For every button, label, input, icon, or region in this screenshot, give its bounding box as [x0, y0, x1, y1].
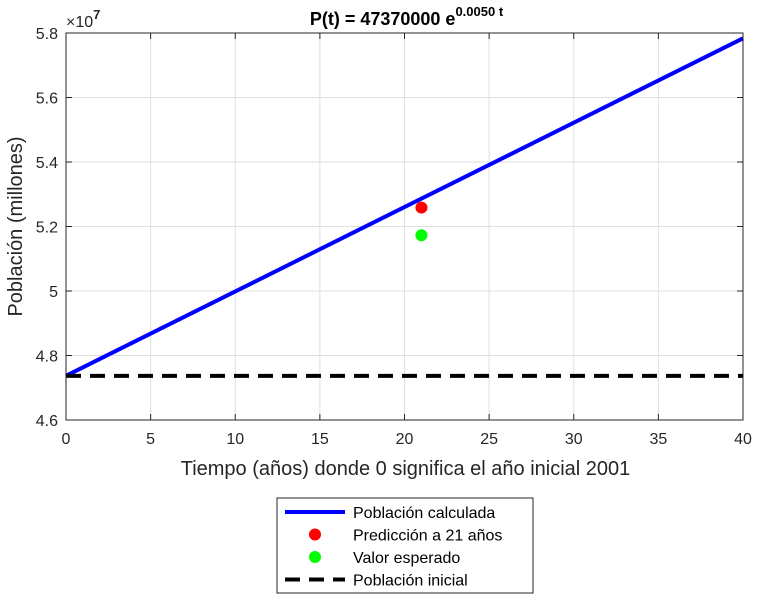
- chart-title-main: P(t) = 47370000 e: [310, 9, 456, 29]
- x-tick-label: 25: [480, 431, 498, 448]
- legend-entry-label: Población calculada: [353, 505, 495, 522]
- y-axis-multiplier: ×107: [66, 7, 100, 31]
- y-multiplier-exponent: 7: [93, 7, 100, 22]
- y-tick-label: 4.6: [36, 413, 58, 430]
- y-multiplier-base: ×10: [66, 14, 93, 31]
- legend-swatch-marker: [309, 528, 321, 541]
- legend-entry-label: Valor esperado: [353, 550, 460, 567]
- x-tick-label: 40: [734, 431, 752, 448]
- x-tick-label: 0: [62, 431, 71, 448]
- y-axis-label: Población (millones): [5, 136, 27, 316]
- y-tick-label: 4.8: [36, 349, 58, 366]
- y-tick-label: 5.6: [36, 91, 58, 108]
- legend-items: Población calculada Predicción a 21 años V…: [285, 505, 502, 590]
- tick-layer: 0 5 10 15 20 25 30 35 40 4.6 4.8 5 5.2 5.4 5.6 5.8: [36, 26, 752, 448]
- x-tick-label: 5: [146, 431, 155, 448]
- expected-value-point: [415, 229, 428, 242]
- y-tick-label: 5.4: [36, 155, 58, 172]
- prediction-point: [415, 201, 428, 214]
- chart-title-exponent: 0.0050 t: [455, 4, 503, 19]
- x-axis-label: Tiempo (años) donde 0 significa el año i…: [181, 458, 631, 480]
- x-tick-label: 10: [226, 431, 244, 448]
- y-tick-label: 5: [49, 284, 58, 301]
- x-tick-label: 30: [565, 431, 583, 448]
- calculated-population-line: [65, 36, 744, 378]
- x-tick-label: 35: [649, 431, 667, 448]
- legend-box: [276, 497, 534, 594]
- y-tick-label: 5.2: [36, 220, 58, 237]
- legend-entry-label: Predicción a 21 años: [353, 528, 502, 545]
- y-tick-label: 5.8: [36, 26, 58, 43]
- legend-swatch-marker: [309, 551, 321, 563]
- legend-entry-label: Población inicial: [353, 573, 468, 590]
- x-tick-label: 20: [396, 431, 414, 448]
- chart-title: P(t) = 47370000 e0.0050 t: [310, 4, 504, 29]
- series-layer: [65, 36, 744, 378]
- legend: Población calculada Predicción a 21 años V…: [276, 497, 534, 594]
- x-tick-label: 15: [311, 431, 329, 448]
